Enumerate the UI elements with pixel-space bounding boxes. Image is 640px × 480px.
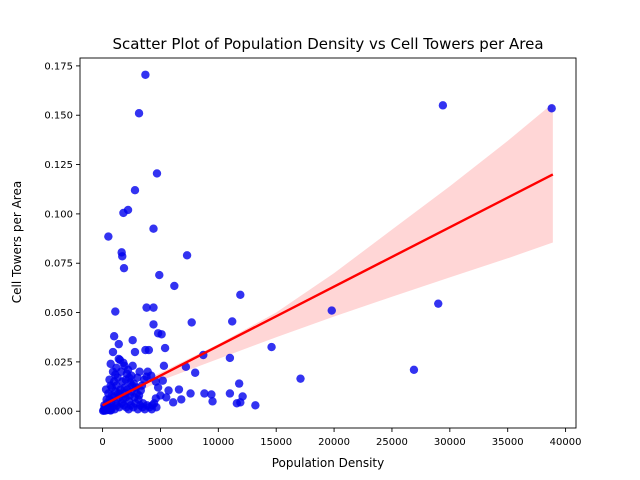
y-tick-label: 0.050 xyxy=(44,308,73,319)
data-point xyxy=(134,109,144,118)
data-point xyxy=(114,339,123,349)
data-point xyxy=(267,342,276,352)
data-point xyxy=(251,401,260,410)
data-point xyxy=(200,389,209,398)
x-tick-label: 15000 xyxy=(260,437,292,448)
data-point xyxy=(127,381,137,390)
data-point xyxy=(234,379,244,388)
data-point xyxy=(108,367,118,376)
plot-frame xyxy=(79,57,577,429)
axes-layer: 0 5000 10000 15000 20000 25000 30000 35000 40000… xyxy=(44,57,582,448)
data-point xyxy=(438,101,448,110)
regression-line-layer xyxy=(102,173,554,407)
data-point xyxy=(236,398,245,407)
scatter-points-layer xyxy=(98,70,556,416)
data-point xyxy=(119,208,128,218)
data-point xyxy=(170,281,179,291)
data-point xyxy=(208,397,217,406)
data-point xyxy=(105,375,114,384)
data-point xyxy=(327,306,336,315)
data-point xyxy=(152,403,161,412)
y-tick-label: 0.175 xyxy=(44,61,73,72)
data-point xyxy=(111,307,120,316)
data-point xyxy=(157,330,166,339)
y-tick-label: 0.100 xyxy=(44,209,73,220)
data-point xyxy=(144,345,154,355)
data-point xyxy=(134,391,144,400)
data-point xyxy=(158,376,167,385)
x-tick-label: 0 xyxy=(99,437,105,448)
data-point xyxy=(225,353,235,363)
x-tick-label: 25000 xyxy=(376,437,408,448)
data-point xyxy=(128,335,137,345)
data-point xyxy=(118,252,127,261)
data-point xyxy=(149,224,158,233)
data-point xyxy=(111,399,121,408)
data-point xyxy=(236,290,245,299)
data-point xyxy=(190,368,200,377)
data-point xyxy=(119,263,129,273)
data-point xyxy=(186,389,195,398)
data-point xyxy=(177,395,186,404)
data-point xyxy=(135,367,144,376)
y-tick-label: 0.075 xyxy=(44,259,73,270)
data-point xyxy=(130,186,140,195)
data-point xyxy=(162,393,171,402)
data-point xyxy=(152,169,162,178)
data-point xyxy=(174,385,184,394)
data-point xyxy=(547,104,556,113)
data-point xyxy=(106,406,116,415)
data-point xyxy=(187,318,196,327)
data-point xyxy=(434,299,443,308)
data-point xyxy=(182,251,192,260)
x-tick-label: 5000 xyxy=(148,437,173,448)
x-tick-label: 35000 xyxy=(492,437,524,448)
data-point xyxy=(164,386,173,395)
x-tick-label: 20000 xyxy=(318,437,350,448)
y-tick-label: 0.150 xyxy=(44,111,73,122)
data-point xyxy=(142,303,151,312)
x-axis-label: Population Density xyxy=(272,456,384,470)
data-point xyxy=(149,303,158,312)
data-point xyxy=(228,317,237,326)
data-point xyxy=(225,389,235,398)
x-tick-label: 30000 xyxy=(434,437,466,448)
data-point xyxy=(168,398,178,407)
data-point xyxy=(106,359,115,369)
y-tick-label: 0.025 xyxy=(44,357,73,368)
data-point xyxy=(141,70,150,79)
data-point xyxy=(155,270,164,280)
data-point xyxy=(146,371,156,380)
regression-line xyxy=(102,173,554,407)
data-point xyxy=(149,320,158,329)
y-axis-label: Cell Towers per Area xyxy=(10,181,24,303)
data-point xyxy=(104,232,113,241)
x-tick-label: 40000 xyxy=(550,437,582,448)
chart-title: Scatter Plot of Population Density vs Ce… xyxy=(112,35,543,53)
data-point xyxy=(130,347,140,357)
data-point xyxy=(115,355,125,365)
data-point xyxy=(108,347,118,357)
data-point xyxy=(207,390,216,399)
data-point xyxy=(160,343,170,353)
data-point xyxy=(409,365,419,374)
data-point xyxy=(120,361,129,371)
data-point xyxy=(159,361,169,371)
data-point xyxy=(109,332,119,341)
data-point xyxy=(153,383,163,392)
y-tick-label: 0.000 xyxy=(44,407,73,418)
x-tick-label: 10000 xyxy=(202,437,234,448)
data-point xyxy=(296,374,305,383)
y-tick-label: 0.125 xyxy=(44,160,73,171)
